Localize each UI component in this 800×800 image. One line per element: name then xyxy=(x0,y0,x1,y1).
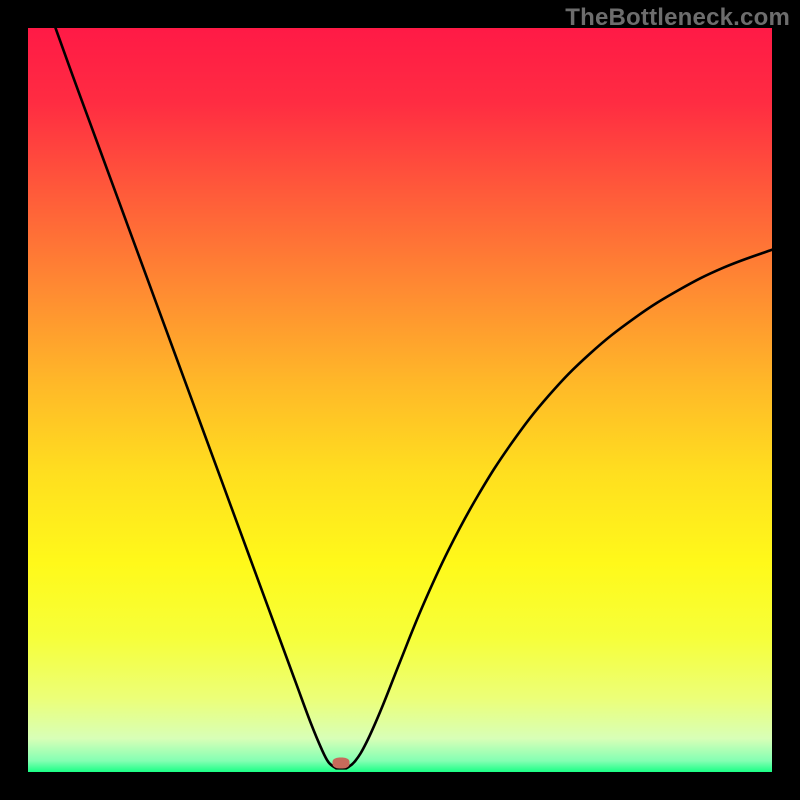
optimum-marker xyxy=(333,758,350,769)
chart-frame: TheBottleneck.com xyxy=(0,0,800,800)
bottleneck-curve xyxy=(28,28,772,772)
watermark-text: TheBottleneck.com xyxy=(565,4,790,32)
plot-area xyxy=(28,28,772,772)
